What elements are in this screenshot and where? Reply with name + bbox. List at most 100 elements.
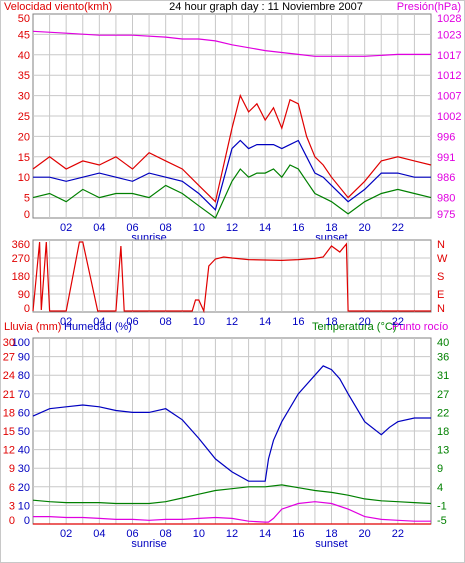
direction-x-tick: 04 <box>93 316 105 328</box>
wind-y-tick: 20 <box>18 131 30 143</box>
direction-right-tick: N <box>437 239 445 251</box>
wind-y-tick: 15 <box>18 152 30 164</box>
direction-y-tick: 270 <box>12 253 30 265</box>
humidity-y-tick: 20 <box>18 482 30 494</box>
humidity-y-tick: 60 <box>18 407 30 419</box>
wind-y-tick: 45 <box>18 29 30 41</box>
wind-x-tick: 22 <box>392 222 404 234</box>
wind-y-tick: 50 <box>18 13 30 25</box>
wind-x-tick: 18 <box>325 222 337 234</box>
humidity-rain-tick: 6 <box>9 482 15 494</box>
humidity-x-tick: 08 <box>160 528 172 540</box>
humidity-rain-tick: 30 <box>3 337 15 349</box>
direction-right-tick: S <box>437 271 444 283</box>
wind-x-tick: 06 <box>126 222 138 234</box>
humidity-rain-tick: 27 <box>3 352 15 364</box>
wind-series-3 <box>32 30 431 57</box>
humidity-x-tick: 12 <box>226 528 238 540</box>
wind-x-tick: 10 <box>193 222 205 234</box>
humidity-series-0 <box>32 365 431 482</box>
dewpoint-axis-label: Punto rocío <box>392 321 448 333</box>
humidity-right-tick: 40 <box>437 337 449 349</box>
humidity-right-tick: 13 <box>437 445 449 457</box>
humidity-rain-tick: 15 <box>3 426 15 438</box>
temperature-axis-label: Temperatura (°C) <box>312 321 396 333</box>
wind-x-tick: 20 <box>359 222 371 234</box>
direction-right-tick: N <box>437 303 445 315</box>
direction-series-0 <box>32 241 431 314</box>
humidity-x-tick: 20 <box>359 528 371 540</box>
humidity-y-tick: 100 <box>12 337 30 349</box>
direction-x-tick: 18 <box>325 316 337 328</box>
direction-y-tick: 90 <box>18 289 30 301</box>
direction-y-tick: 0 <box>24 303 30 315</box>
wind-y-tick: 25 <box>18 111 30 123</box>
wind-y-tick: 30 <box>18 91 30 103</box>
humidity-y-tick: 40 <box>18 445 30 457</box>
wind-series-1 <box>33 139 431 211</box>
wind-right-tick: 980 <box>437 193 455 205</box>
humidity-rain-tick: 21 <box>3 389 15 401</box>
humidity-x-tick: 06 <box>126 528 138 540</box>
humidity-y-tick: 0 <box>24 515 30 527</box>
direction-right-tick: E <box>437 289 444 301</box>
wind-right-tick: 1012 <box>437 70 461 82</box>
humidity-right-tick: -1 <box>437 500 447 512</box>
humidity-y-tick: 70 <box>18 389 30 401</box>
chart-title: 24 hour graph day : 11 Noviembre 2007 <box>169 1 363 13</box>
wind-right-tick: 1007 <box>437 91 461 103</box>
direction-x-tick: 06 <box>126 316 138 328</box>
direction-x-tick: 08 <box>160 316 172 328</box>
direction-y-tick: 180 <box>12 271 30 283</box>
wind-x-tick: 08 <box>160 222 172 234</box>
humidity-series-1 <box>32 484 432 505</box>
wind-y-tick: 5 <box>24 193 30 205</box>
humidity-rain-tick: 3 <box>9 500 15 512</box>
humidity-x-tick: 10 <box>193 528 205 540</box>
wind-right-tick: 986 <box>437 172 455 184</box>
wind-right-tick: 991 <box>437 152 455 164</box>
humidity-right-tick: 27 <box>437 389 449 401</box>
humidity-rain-tick: 0 <box>9 515 15 527</box>
wind-x-tick: 14 <box>259 222 271 234</box>
wind-y-tick: 10 <box>18 172 30 184</box>
wind-right-tick: 1028 <box>437 13 461 25</box>
direction-x-tick: 02 <box>60 316 72 328</box>
humidity-right-tick: 36 <box>437 352 449 364</box>
wind-y-tick: 35 <box>18 70 30 82</box>
wind-right-tick: 1023 <box>437 29 461 41</box>
direction-right-tick: W <box>437 253 448 265</box>
rain-axis-label: Lluvia (mm) <box>4 321 61 333</box>
humidity-right-tick: -5 <box>437 515 447 527</box>
wind-y-tick: 40 <box>18 50 30 62</box>
wind-y-tick: 0 <box>24 209 30 221</box>
humidity-rain-tick: 9 <box>9 463 15 475</box>
humidity-y-tick: 80 <box>18 370 30 382</box>
wind-series-0 <box>32 93 432 203</box>
wind-right-tick: 1002 <box>437 111 461 123</box>
humidity-right-tick: 18 <box>437 426 449 438</box>
humidity-x-tick: 14 <box>259 528 271 540</box>
humidity-x-tick: 04 <box>93 528 105 540</box>
humidity-x-tick: 18 <box>325 528 337 540</box>
humidity-x-tick: 16 <box>292 528 304 540</box>
humidity-right-tick: 22 <box>437 407 449 419</box>
wind-series-2 <box>32 164 432 219</box>
humidity-rain-tick: 24 <box>3 370 15 382</box>
direction-x-tick: 20 <box>359 316 371 328</box>
pressure-axis-label: Presión(hPa) <box>397 1 461 13</box>
wind-right-tick: 975 <box>437 209 455 221</box>
wind-axis-label: Velocidad viento(kmh) <box>4 1 112 13</box>
wind-right-tick: 996 <box>437 131 455 143</box>
humidity-x-tick: 22 <box>392 528 404 540</box>
direction-x-tick: 16 <box>292 316 304 328</box>
humidity-sunset-marker: sunset <box>315 538 347 550</box>
humidity-right-tick: 4 <box>437 482 443 494</box>
direction-x-tick: 22 <box>392 316 404 328</box>
humidity-rain-tick: 12 <box>3 445 15 457</box>
direction-x-tick: 14 <box>259 316 271 328</box>
humidity-rain-tick: 18 <box>3 407 15 419</box>
wind-x-tick: 12 <box>226 222 238 234</box>
humidity-y-tick: 90 <box>18 352 30 364</box>
